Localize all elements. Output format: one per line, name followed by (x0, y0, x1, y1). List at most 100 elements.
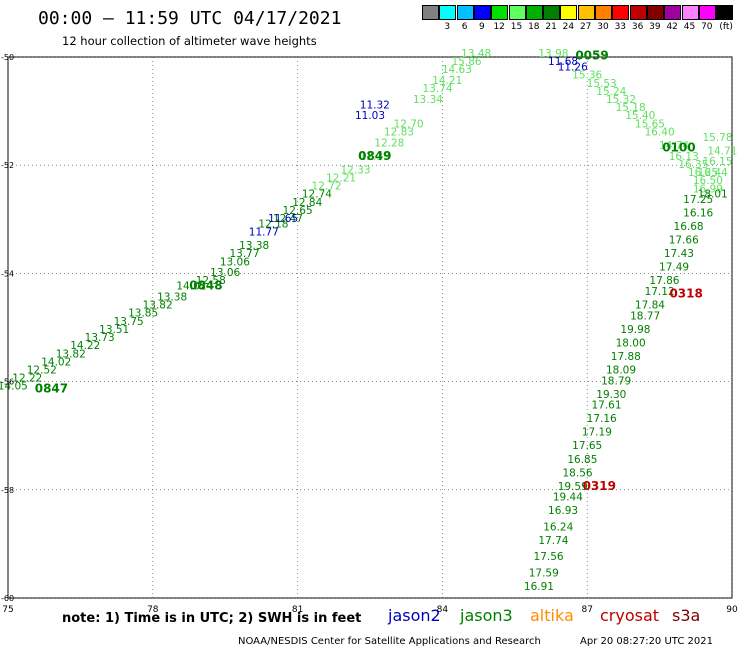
swh-value-label: 14.71 (707, 145, 737, 157)
color-scale-cell (422, 5, 439, 20)
swh-value-label: 19.98 (620, 324, 650, 336)
color-scale-cell (612, 5, 630, 20)
swh-value-label: 15.32 (606, 94, 636, 106)
swh-value-label: 14.02 (176, 281, 206, 293)
swh-value-label: 17.65 (572, 440, 602, 452)
swh-value-label: 17.66 (669, 235, 699, 247)
swh-value-label: 19.44 (553, 492, 583, 504)
swh-value-label: 11.68 (548, 56, 578, 68)
swh-value-label: 12.70 (394, 118, 424, 130)
color-scale-label: 15 (510, 22, 523, 32)
swh-value-label: 11.03 (355, 110, 385, 122)
color-scale-cell (595, 5, 612, 20)
color-scale-label: 33 (614, 22, 627, 32)
swh-value-label: 13.75 (114, 316, 144, 328)
lat-tick-label: -60 (1, 594, 14, 603)
legend-s3a: s3a (672, 606, 701, 625)
swh-value-label: 15.24 (596, 86, 626, 98)
swh-value-label: 15.18 (616, 102, 646, 114)
color-scale-cell (577, 5, 595, 20)
swh-value-label: 15.65 (635, 118, 665, 130)
swh-value-label: 15.78 (702, 132, 732, 144)
swh-value-label: 17.25 (683, 194, 713, 206)
footer-timestamp: Apr 20 08:27:20 UTC 2021 (580, 636, 713, 647)
swh-value-label: 12.21 (326, 172, 356, 184)
swh-value-label: 17.49 (659, 262, 689, 274)
swh-value-label: 16.40 (645, 126, 675, 138)
swh-value-label: 16.35 (678, 159, 708, 171)
swh-value-label: 14.22 (70, 340, 100, 352)
swh-value-label: 15.53 (587, 78, 617, 90)
swh-value-label: 12.52 (27, 364, 57, 376)
swh-value-label: 18.00 (616, 337, 646, 349)
swh-value-label: 12.65 (283, 205, 313, 217)
color-scale-label: 18 (528, 22, 540, 32)
lat-tick-label: -50 (1, 53, 14, 62)
swh-value-label: 17.56 (534, 551, 564, 563)
swh-value-label: 12.83 (384, 126, 414, 138)
color-scale-cell (716, 5, 734, 20)
swh-value-label: 18.77 (630, 310, 660, 322)
swh-value-label: 16.91 (524, 581, 554, 593)
swh-value-label: 13.48 (461, 48, 491, 60)
swh-value-label: 13.06 (220, 256, 250, 268)
swh-value-label: 17.86 (649, 275, 679, 287)
swh-value-label: 18.01 (698, 189, 728, 201)
color-scale-label: 39 (649, 22, 661, 32)
swh-value-label: 16.24 (543, 521, 573, 533)
lon-tick-label: 87 (581, 605, 592, 615)
swh-value-label: 17.12 (645, 286, 675, 298)
note-text: note: 1) Time is in UTC; 2) SWH is in fe… (62, 611, 362, 626)
swh-value-label: 12.74 (302, 189, 332, 201)
swh-value-label: 16.50 (693, 175, 723, 187)
swh-value-label: 16.44 (698, 167, 728, 179)
color-scale-cell (698, 5, 716, 20)
swh-value-label: 13.74 (423, 83, 453, 95)
swh-value-label: 19.30 (596, 389, 626, 401)
color-scale-cell (629, 5, 647, 20)
lon-tick-label: 84 (437, 605, 449, 615)
color-scale-cell (508, 5, 526, 20)
pass-time-label: 0318 (669, 287, 702, 301)
color-scale-cell (646, 5, 664, 20)
color-scale-label: 21 (545, 22, 557, 32)
lat-tick-label: -52 (1, 161, 14, 170)
lon-tick-label: 78 (147, 605, 159, 615)
color-scale-label: 36 (631, 22, 644, 32)
swh-value-label: 16.16 (683, 208, 713, 220)
swh-value-label: 17.88 (611, 351, 641, 363)
pass-time-label: 0847 (35, 381, 68, 395)
color-scale-cell (473, 5, 491, 20)
swh-value-label: 12.47 (273, 213, 303, 225)
swh-value-label: 17.59 (529, 567, 559, 579)
legend-jason3: jason3 (460, 606, 513, 625)
swh-value-label: 17.19 (582, 427, 612, 439)
page-subtitle: 12 hour collection of altimeter wave hei… (62, 34, 317, 48)
page-title: 00:00 – 11:59 UTC 04/17/2021 (38, 8, 342, 29)
color-scale-label: 6 (461, 22, 468, 32)
swh-value-label: 19.59 (558, 481, 588, 493)
color-scale-label: 12 (493, 22, 505, 32)
swh-value-label: 17.84 (635, 300, 665, 312)
color-scale-cell (491, 5, 509, 20)
color-scale-cell (681, 5, 699, 20)
footer-credit: NOAA/NESDIS Center for Satellite Applica… (238, 636, 541, 647)
swh-value-label: 14.63 (442, 64, 472, 76)
lat-tick-label: -58 (1, 486, 14, 495)
swh-value-label: 12.18 (258, 218, 288, 230)
swh-value-label: 14.74 (659, 140, 689, 152)
swh-value-label: 18.09 (606, 364, 636, 376)
lat-tick-label: -56 (1, 378, 14, 387)
lon-tick-label: 81 (292, 605, 303, 615)
swh-value-label: 16.13 (669, 151, 699, 163)
swh-value-label: 13.38 (239, 240, 269, 252)
swh-value-label: 17.43 (664, 248, 694, 260)
swh-value-label: 11.32 (360, 99, 390, 111)
swh-value-label: 13.77 (229, 248, 259, 260)
swh-value-label: 14.05 (0, 381, 28, 393)
color-scale-label: 30 (597, 22, 609, 32)
color-scale-cell (560, 5, 578, 20)
legend-jason2: jason2 (388, 606, 441, 625)
color-scale-unit: (ft) (719, 22, 733, 32)
swh-value-label: 12.33 (340, 164, 370, 176)
